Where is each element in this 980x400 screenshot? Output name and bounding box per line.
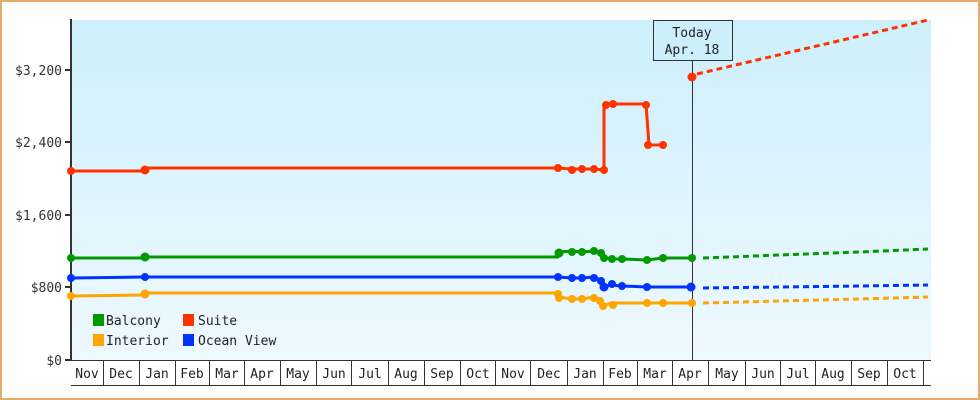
legend-label-balcony: Balcony [106,314,161,329]
x-tick-label: Jun [751,367,774,382]
legend-swatch-suite [183,314,194,326]
x-tick-label: Nov [75,367,99,382]
x-tick-label: May [715,367,739,382]
legend-label-suite: Suite [198,314,237,329]
legend-item-ocean-view[interactable]: Ocean View [183,334,276,349]
x-tick-label: Apr [250,367,274,382]
legend-item-suite[interactable]: Suite [183,314,237,329]
x-tick-label: Aug [821,367,844,382]
legend-item-balcony[interactable]: Balcony [93,314,161,329]
y-ticks: $3,200 $2,400 $1,600 $800 $0 [15,64,71,369]
x-tick-label: Feb [180,367,204,382]
x-tick-label: Mar [215,367,239,382]
x-tick-label: Jan [573,367,596,382]
x-tick-label: Jul [358,367,381,382]
x-tick-label: Feb [608,367,632,382]
x-tick-label: May [286,367,310,382]
legend-label-ocean-view: Ocean View [198,334,276,349]
today-marker: Today Apr. 18 [653,20,733,61]
x-tick-label: Aug [394,367,417,382]
x-tick-label: Apr [678,367,702,382]
legend-swatch-interior [93,334,104,346]
series-suite [67,18,929,175]
x-tick-label: Oct [893,367,916,382]
y-tick-label: $2,400 [15,136,62,151]
legend: Balcony Suite Interior Ocean View [93,314,276,349]
x-tick-dividers [103,361,924,385]
today-label: Today [672,26,711,41]
x-tick-label: Oct [466,367,489,382]
x-tick-label: Jan [145,367,168,382]
x-tick-label: Sep [857,367,881,382]
x-tick-labels: Nov Dec Jan Feb Mar Apr May Jun Jul Aug … [75,367,916,382]
x-tick-label: Dec [109,367,132,382]
series-balcony [67,247,929,264]
y-tick-label: $3,200 [15,64,62,79]
legend-item-interior[interactable]: Interior [93,334,169,349]
x-axis [71,360,931,386]
x-tick-label: Dec [537,367,560,382]
today-date: Apr. 18 [665,43,720,58]
series-ocean-view [67,273,929,292]
x-tick-label: Sep [430,367,454,382]
plot-area [71,20,931,360]
legend-label-interior: Interior [106,334,169,349]
legend-swatch-ocean-view [183,334,194,346]
series-interior [67,289,929,310]
y-tick-label: $1,600 [15,209,62,224]
x-tick-label: Mar [643,367,667,382]
legend-swatch-balcony [93,314,104,326]
x-tick-label: Jul [786,367,809,382]
y-tick-label: $800 [31,281,62,296]
x-tick-label: Jun [322,367,345,382]
x-tick-label: Nov [501,367,525,382]
y-tick-label: $0 [46,354,62,369]
